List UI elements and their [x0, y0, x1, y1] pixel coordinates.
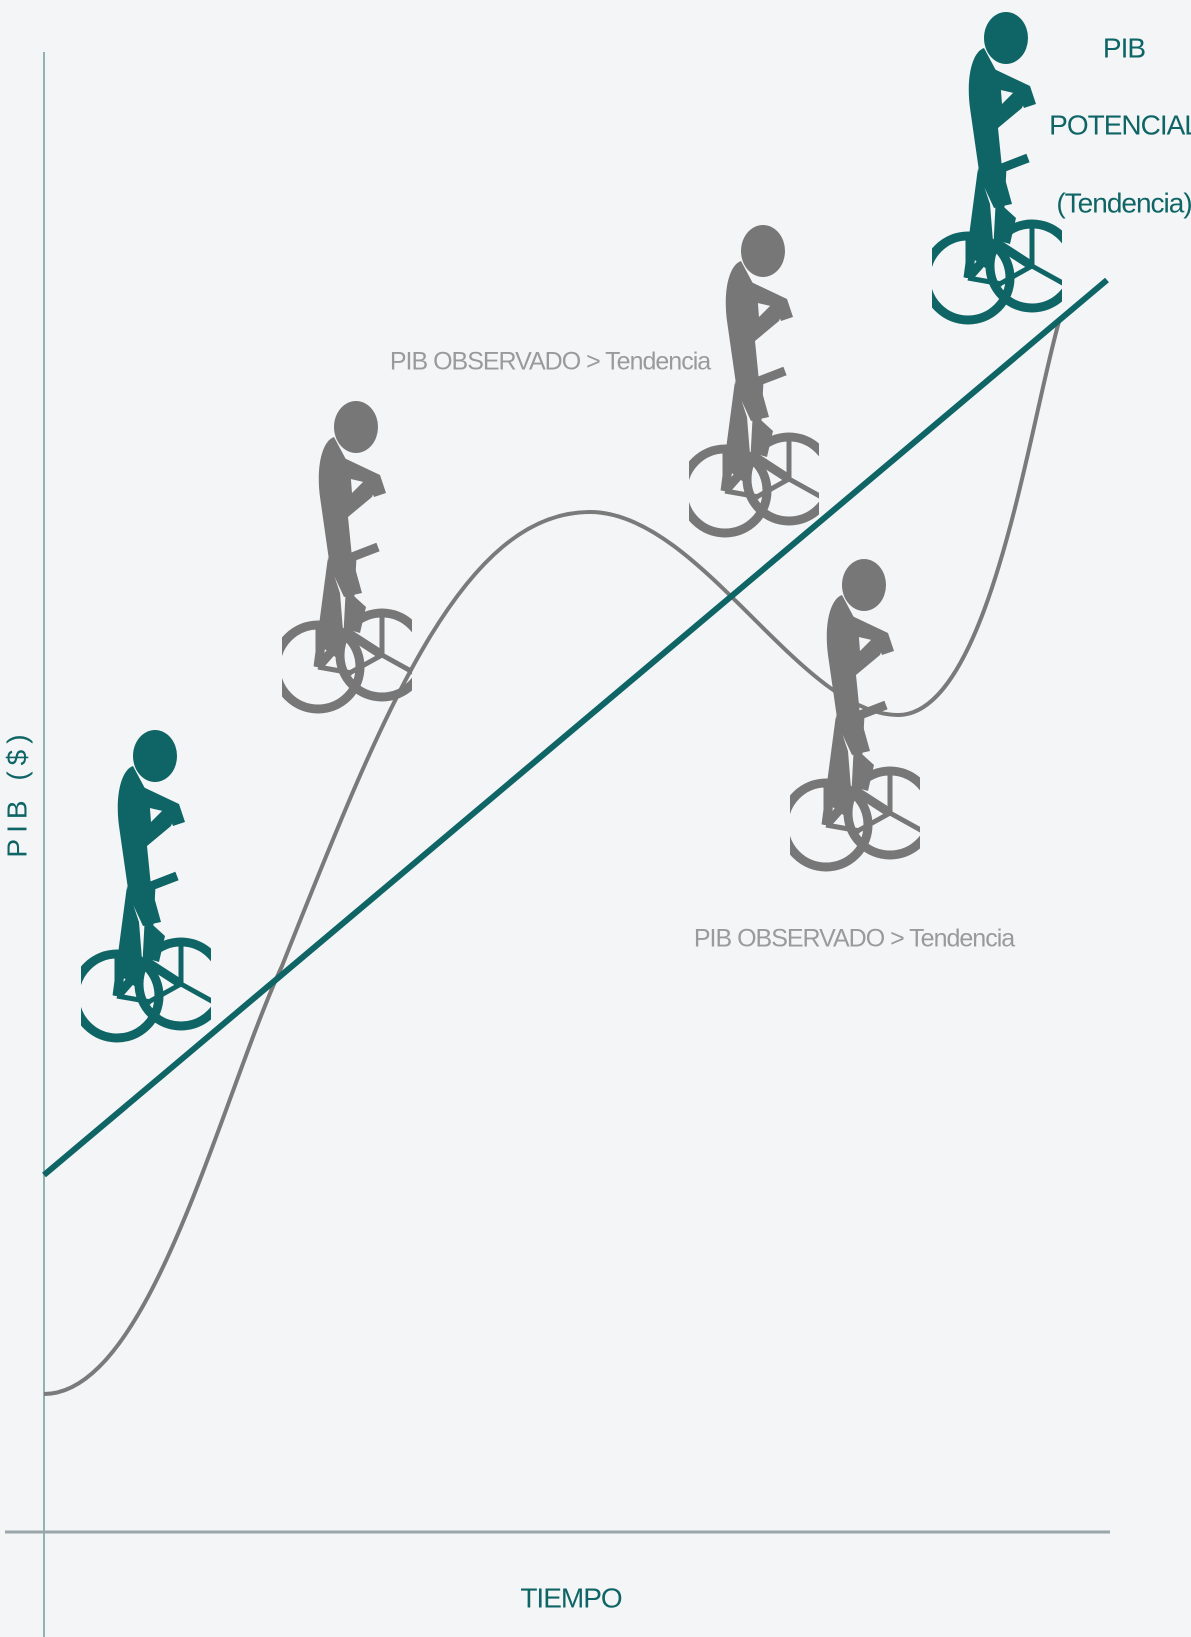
observed-label: PIB OBSERVADO > Tendencia — [390, 348, 711, 376]
x-axis-label: TIEMPO — [520, 1582, 622, 1613]
observed-gdp-curve — [43, 317, 1062, 1396]
y-axis-label: PIB ($) — [1, 728, 32, 857]
potential-label: PIB — [1103, 32, 1145, 63]
cyclist-icon — [276, 401, 424, 709]
potential-label: (Tendencia) — [1056, 187, 1191, 218]
cyclist-icon — [683, 225, 831, 533]
cyclist-icon — [926, 12, 1074, 320]
potential-gdp-trend — [42, 277, 1109, 1178]
potential-label: POTENCIAL — [1049, 109, 1191, 140]
observed-label: PIB OBSERVADO > Tendencia — [694, 925, 1015, 953]
cyclist-icon — [75, 730, 223, 1038]
